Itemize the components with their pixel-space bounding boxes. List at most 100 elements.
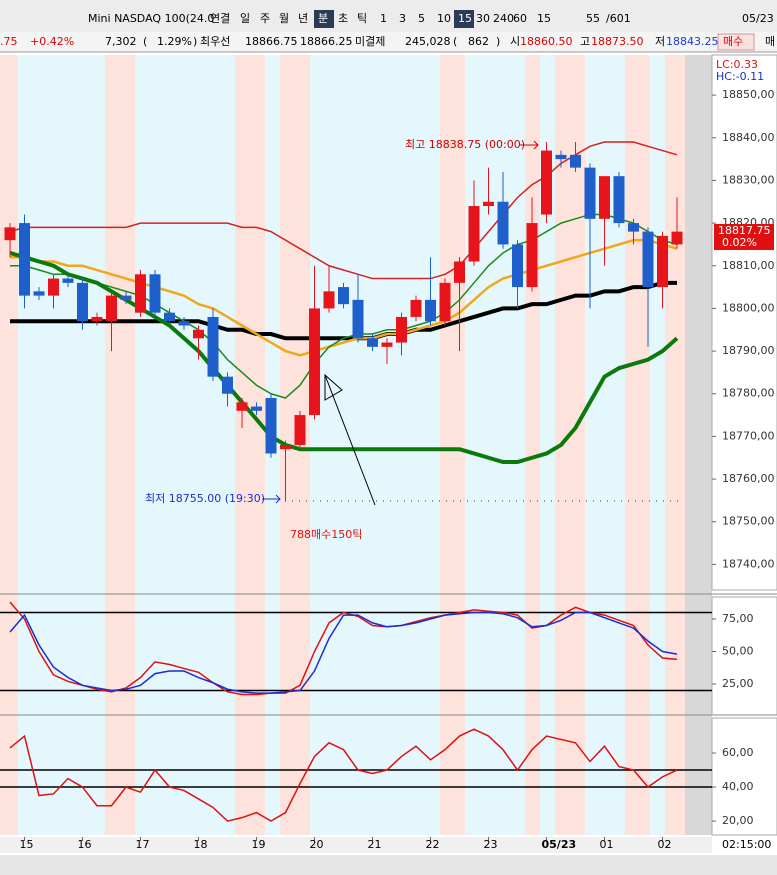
indicator-line [9, 728, 678, 822]
x-tick-label: 18 [194, 838, 208, 851]
toolbar-item[interactable]: 15 [458, 12, 472, 25]
candle-body [512, 244, 523, 288]
toolbar-item[interactable]: 주 [260, 12, 270, 25]
candle-body [149, 274, 161, 313]
candle-body [294, 415, 306, 445]
toolbar-item[interactable]: 3 [399, 12, 406, 25]
indicator-line [9, 611, 678, 694]
high-annotation: 최고 18838.75 (00:00) [405, 138, 525, 151]
toolbar-item[interactable]: 년 [298, 12, 308, 25]
price-axis-bg [711, 54, 777, 591]
last-change: 0.02% [722, 236, 757, 249]
toolbar-item[interactable]: 분 [318, 12, 328, 25]
toolbar-item[interactable]: 5 [418, 12, 425, 25]
candle-body [48, 278, 59, 296]
x-tick-label: 19 [252, 838, 266, 851]
scroll-bar [0, 855, 777, 875]
quote-item[interactable]: 매수 [723, 35, 743, 48]
quote-item: 18860.50 [520, 35, 573, 48]
toolbar [0, 0, 777, 32]
candle-body [77, 282, 88, 322]
indicator-line [9, 141, 678, 280]
quote-item: 18873.50 [591, 35, 644, 48]
toolbar-item[interactable]: 일 [240, 11, 250, 25]
y-tick-label: 18850,00 [722, 88, 775, 101]
candle-body [338, 287, 349, 305]
toolbar-item[interactable]: /601 [606, 12, 631, 25]
toolbar-item[interactable]: 55 [586, 12, 600, 25]
toolbar-item[interactable]: 연결 [210, 12, 230, 25]
toolbar-item[interactable]: 초 [338, 12, 348, 25]
candle-body [483, 201, 494, 207]
candle-body [454, 261, 465, 283]
toolbar-item[interactable]: 15 [537, 12, 551, 25]
quote-item: 7,302 [105, 35, 137, 48]
candle-body [309, 308, 320, 416]
session-stripe [625, 55, 650, 835]
candle-body [570, 154, 581, 168]
candle-body [251, 406, 262, 411]
candle-body [497, 201, 509, 245]
quote-item: 1.29% [157, 35, 192, 48]
candle-body [671, 231, 683, 245]
quote-item: +0.42% [30, 35, 74, 48]
candle-body [323, 291, 335, 309]
low-annotation: 최저 18755.00 (19:30) [145, 492, 265, 505]
quote-item: 저 [655, 35, 665, 48]
candle-body [280, 444, 291, 450]
candle-body [425, 299, 436, 322]
quote-bar [0, 32, 777, 52]
candle-body [468, 206, 480, 262]
y-tick-label: 18770,00 [722, 429, 775, 442]
quote-item: ) [193, 35, 197, 48]
y-tick-label: 18840,00 [722, 131, 775, 144]
high-arrow [520, 140, 539, 150]
candle-body [526, 223, 538, 288]
candle-body [265, 398, 277, 454]
session-stripe [105, 55, 135, 835]
candle-body [599, 176, 610, 219]
x-tick-label: 20 [310, 838, 324, 851]
toolbar-item[interactable]: 60 [513, 12, 527, 25]
candle-body [164, 312, 175, 322]
toolbar-item[interactable]: 1 [380, 12, 387, 25]
toggle-selected [454, 10, 474, 28]
session-stripe [525, 55, 540, 835]
toolbar-item[interactable]: 30 [476, 12, 490, 25]
y-tick-label: 60,00 [722, 746, 754, 759]
toolbar-item[interactable]: 틱 [357, 12, 367, 25]
candle-body [19, 223, 30, 296]
toolbar-item[interactable]: 05/23 [742, 12, 774, 25]
y-tick-label: 18810,00 [722, 259, 775, 272]
hc-label: HC:-0.11 [716, 70, 764, 83]
candle-body [222, 376, 233, 394]
quote-item[interactable]: 매 [765, 35, 775, 48]
note-lines [324, 373, 376, 506]
candle-body [613, 176, 625, 224]
x-tick-label: 05/23 [542, 838, 577, 851]
toolbar-item[interactable]: Mini NASDAQ 100(24.0 [88, 12, 214, 25]
toolbar-item[interactable]: 240 [493, 12, 514, 25]
y-tick-label: 18790,00 [722, 344, 775, 357]
candle-body [642, 231, 654, 288]
x-tick-label: 17 [136, 838, 150, 851]
y-tick-label: 50,00 [722, 645, 754, 658]
quote-item: 862 [468, 35, 489, 48]
candle-body [91, 316, 103, 322]
toolbar-item[interactable]: 월 [279, 12, 289, 25]
candle-body [628, 223, 639, 232]
x-tick-label: 23 [484, 838, 498, 851]
x-tick-label: 01 [600, 838, 614, 851]
x-tick-label: 16 [78, 838, 92, 851]
last-price: 18817.75 [718, 224, 771, 237]
toggle-selected [314, 10, 334, 28]
buy-button [717, 33, 755, 51]
toolbar-item[interactable]: 10 [437, 12, 451, 25]
y-tick-label: 20,00 [722, 814, 754, 827]
candle-body [135, 274, 146, 313]
x-tick-label: 15 [20, 838, 34, 851]
candle-body [381, 342, 393, 347]
quote-item: 18866.75 [245, 35, 298, 48]
candle-body [178, 321, 190, 326]
y-tick-label: 25,00 [722, 677, 754, 690]
